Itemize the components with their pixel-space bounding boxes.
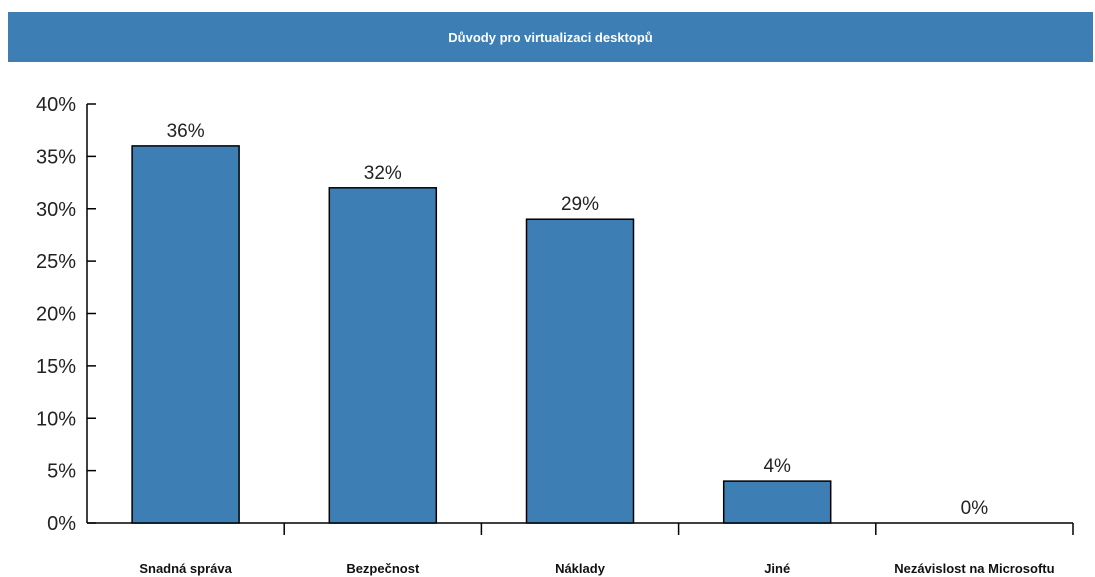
y-tick-label: 5%: [47, 461, 76, 483]
data-label: 32%: [364, 163, 402, 184]
data-label: 0%: [961, 498, 989, 519]
chart-title: Důvody pro virtualizaci desktopů: [448, 29, 653, 45]
y-tick-label: 35%: [36, 146, 76, 168]
chart-title-bar: Důvody pro virtualizaci desktopů: [8, 12, 1093, 62]
x-tick-label: Náklady: [555, 561, 606, 576]
data-label: 4%: [763, 456, 791, 477]
y-tick-label: 15%: [36, 356, 76, 378]
bar: [722, 480, 832, 524]
x-tick-label: Bezpečnost: [346, 561, 420, 576]
x-tick-label: Nezávislost na Microsoftu: [894, 561, 1054, 576]
y-tick-label: 0%: [47, 513, 76, 535]
data-label: 29%: [561, 194, 599, 215]
bar: [131, 145, 240, 524]
x-tick-label: Jiné: [764, 561, 790, 576]
x-tick-label: Snadná správa: [139, 561, 232, 576]
y-tick-label: 10%: [36, 408, 76, 430]
bar: [525, 218, 635, 524]
y-tick-label: 25%: [36, 251, 76, 273]
y-tick-label: 20%: [36, 304, 76, 326]
bar: [328, 187, 438, 524]
data-label: 36%: [167, 121, 205, 142]
y-tick-label: 40%: [36, 94, 76, 116]
y-tick-label: 30%: [36, 199, 76, 221]
